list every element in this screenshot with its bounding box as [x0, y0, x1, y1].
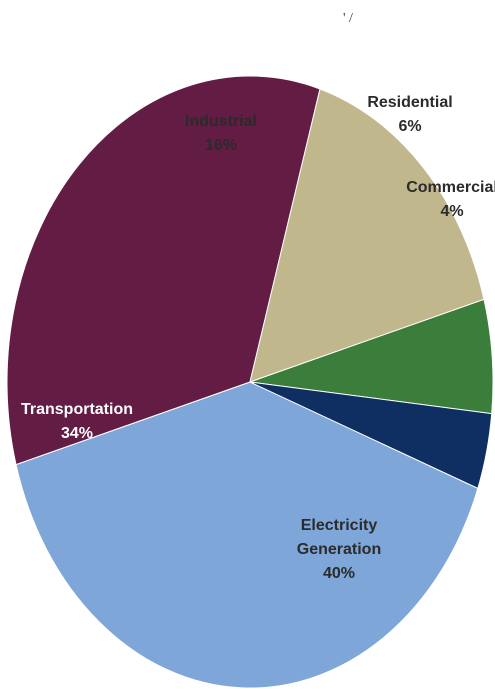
pie-label-transportation: Transportation 34%	[21, 401, 133, 442]
pie-label-commercial: Commercial 4%	[406, 179, 495, 220]
pie-label-industrial: Industrial 16%	[185, 113, 257, 154]
pie-label-name: Electricity	[301, 517, 378, 534]
pie-label-percent: 40%	[323, 565, 355, 582]
pie-label-name: Commercial	[406, 179, 495, 196]
pie-label-name: Residential	[367, 94, 452, 111]
pie-label-percent: 4%	[440, 203, 463, 220]
pie-slice-electricity-generation	[15, 381, 479, 689]
pie-label-name: Transportation	[21, 401, 133, 418]
pie-label-name: Industrial	[185, 113, 257, 130]
top-marks-text: ' /	[343, 11, 353, 26]
pie-label-residential: Residential 6%	[367, 94, 452, 135]
pie-labels: Electricity Generation 40% Transportation 34…	[21, 94, 495, 582]
pie-slice-transportation	[6, 75, 321, 466]
pie-slices	[6, 75, 494, 689]
pie-label-percent: 16%	[205, 137, 237, 154]
pie-label-electricity-generation: Electricity Generation 40%	[297, 517, 381, 582]
pie-slice-commercial	[249, 381, 493, 490]
pie-slice-industrial	[249, 88, 485, 383]
pie-label-percent: 6%	[398, 118, 421, 135]
pie-label-name: Generation	[297, 541, 381, 558]
pie-label-percent: 34%	[61, 425, 93, 442]
